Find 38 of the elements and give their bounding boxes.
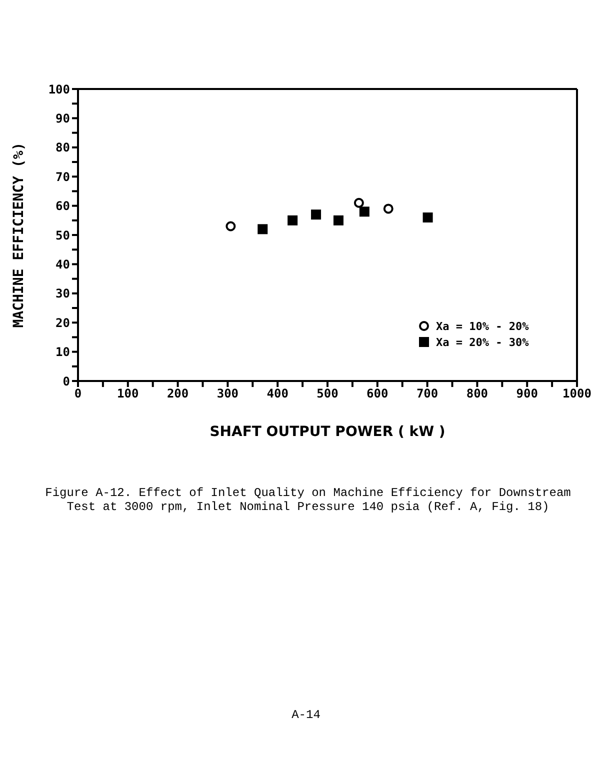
y-tick-label: 30	[56, 286, 70, 301]
legend-label: Xa = 20% - 30%	[436, 336, 529, 348]
x-tick-label: 100	[117, 386, 139, 401]
y-tick-label: 90	[56, 111, 70, 126]
x-tick-label: 0	[74, 386, 82, 401]
x-tick-label: 300	[216, 386, 239, 401]
x-tick-label: 200	[166, 386, 189, 401]
x-tick-label: 900	[516, 386, 538, 401]
y-tick-label: 0	[62, 374, 70, 388]
y-tick-label: 100	[48, 82, 70, 96]
point	[258, 224, 268, 234]
legend-label: Xa = 10% - 20%	[436, 320, 529, 332]
text: A-14	[290, 708, 322, 722]
y-tick-label: 40	[56, 257, 70, 272]
point	[288, 215, 298, 226]
y-tick-label: 60	[56, 199, 70, 214]
x-tick-label: 500	[316, 386, 338, 401]
y-tick-label: 10	[56, 345, 70, 360]
x-axis-title: SHAFT OUTPUT POWER ( kW )	[210, 424, 446, 440]
x-tick-label: 400	[266, 386, 288, 401]
point	[383, 204, 394, 214]
text: Figure A-12. Effect of Inlet Quality on Machine Efficiency for Downstream	[44, 486, 572, 500]
point	[333, 215, 344, 226]
point	[422, 212, 433, 222]
y-tick-label: 50	[56, 228, 70, 242]
point	[359, 206, 370, 217]
point	[354, 198, 364, 208]
x-tick-label: 800	[466, 386, 488, 401]
x-tick-label: 1000	[562, 386, 592, 401]
point	[226, 221, 236, 232]
point	[311, 210, 322, 220]
x-tick-label: 600	[366, 386, 388, 401]
y-tick-label: 70	[56, 170, 70, 184]
y-tick-label: 20	[56, 316, 70, 330]
y-tick-label: 80	[56, 140, 70, 155]
text: Test at 3000 rpm, Inlet Nominal Pressure 140 psia (Ref. A, Fig. 18)	[66, 500, 550, 514]
y-axis-title: MACHINE EFFICIENCY (%)	[10, 142, 27, 328]
x-tick-label: 700	[416, 386, 438, 401]
